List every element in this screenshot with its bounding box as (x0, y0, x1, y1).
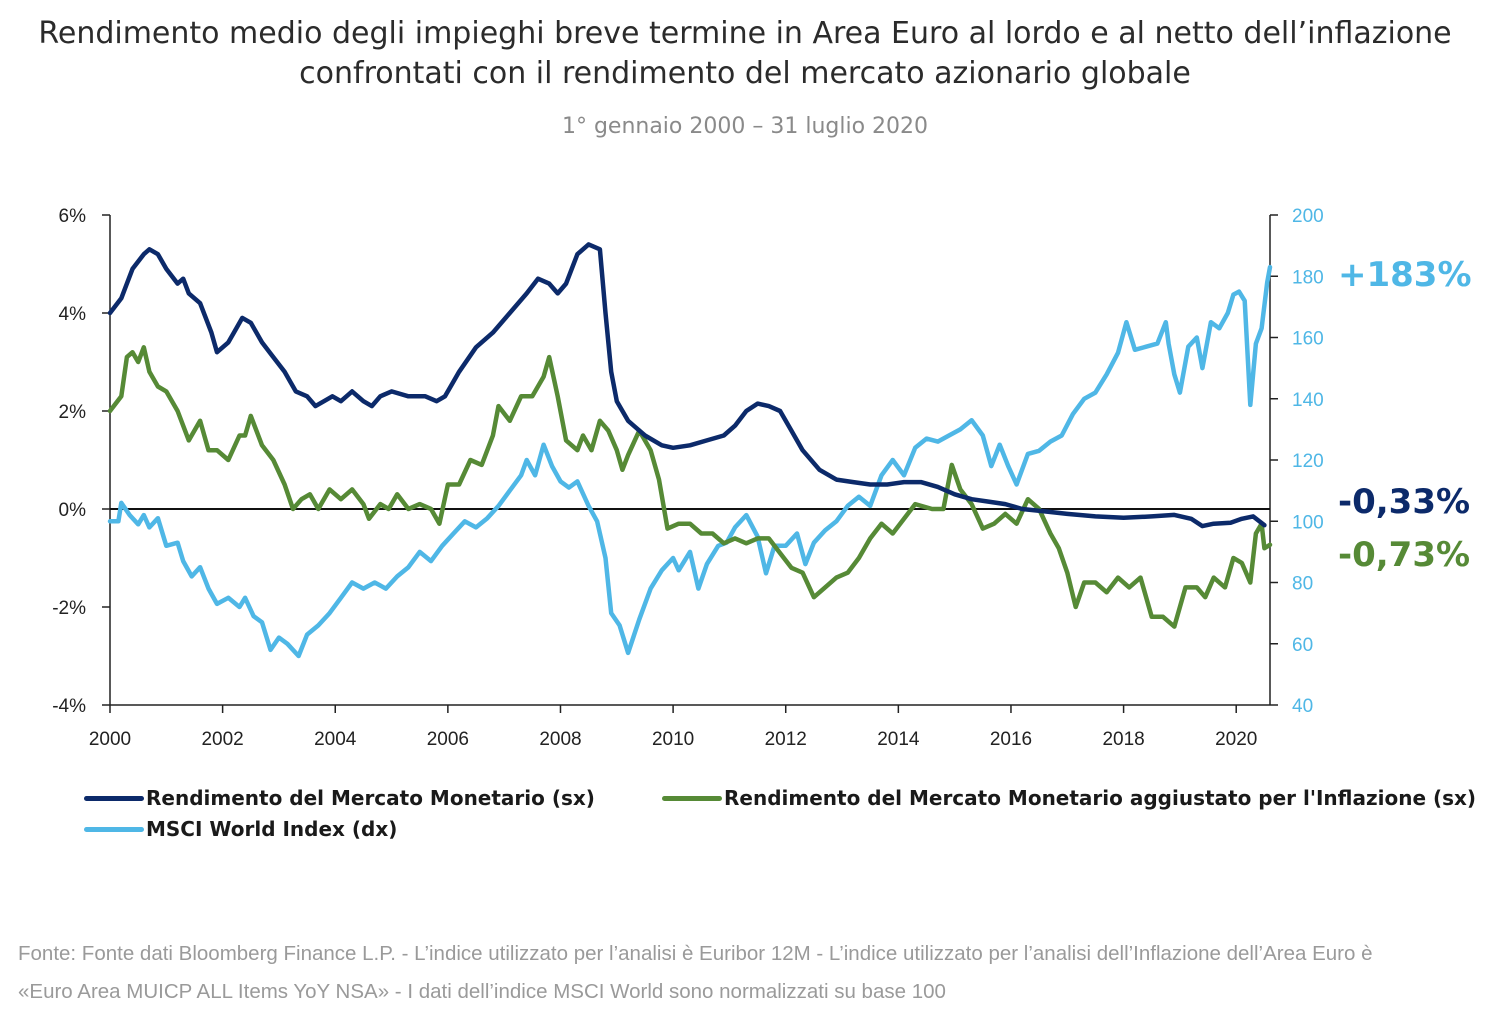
y-left-tick-label: 6% (59, 206, 87, 227)
x-tick-label: 2002 (201, 729, 243, 750)
y-right-tick-label: 200 (1292, 206, 1324, 227)
end-label-money-market-inflation: -0,73% (1338, 535, 1470, 575)
y-right-tick-label: 160 (1292, 329, 1324, 350)
legend-label-msci-world: MSCI World Index (dx) (146, 817, 398, 841)
y-left-tick-label: 4% (59, 304, 87, 325)
chart-title-line-1: Rendimento medio degli impieghi breve te… (38, 16, 1452, 51)
series-line-money-market (107, 242, 1267, 529)
x-tick-label: 2014 (877, 729, 920, 750)
y-left-tick-label: -2% (52, 598, 86, 619)
x-tick-label: 2000 (89, 729, 131, 750)
source-note-line-1: Fonte: Fonte dati Bloomberg Finance L.P.… (18, 942, 1373, 965)
legend-label-money-market-inflation: Rendimento del Mercato Monetario aggiust… (724, 786, 1477, 810)
y-left-tick-label: -4% (52, 696, 86, 717)
x-tick-label: 2018 (1102, 729, 1144, 750)
y-right-tick-label: 140 (1292, 390, 1324, 411)
x-tick-label: 2012 (765, 729, 807, 750)
legend-swatch-money-market (84, 795, 144, 801)
x-tick-label: 2016 (990, 729, 1032, 750)
y-right-tick-label: 120 (1292, 451, 1324, 472)
chart-subtitle: 1° gennaio 2000 – 31 luglio 2020 (561, 114, 929, 139)
x-tick-label: 2020 (1215, 729, 1257, 750)
y-right-tick-label: 60 (1292, 635, 1313, 656)
x-tick-label: 2004 (314, 729, 357, 750)
series-line-money-market-inflation (107, 345, 1273, 629)
series-line-msci-world (107, 264, 1273, 659)
chart-title: Rendimento medio degli impieghi breve te… (0, 14, 1490, 94)
legend-swatch-money-market-inflation (662, 795, 722, 801)
legend-item-money-market-inflation: Rendimento del Mercato Monetario aggiust… (662, 786, 1476, 810)
line-chart: 6% 4% 2% 0% -2% -4% 200 180 160 140 120 100 80 60 40 20… (52, 206, 1472, 750)
legend-item-msci-world: MSCI World Index (dx) (84, 817, 397, 841)
x-tick-label: 2008 (539, 729, 581, 750)
x-tick-label: 2010 (652, 729, 694, 750)
legend-swatch-msci-world (84, 826, 144, 832)
chart-title-line-2: confrontati con il rendimento del mercat… (299, 56, 1191, 91)
y-left-tick-label: 2% (59, 402, 87, 423)
source-note: Fonte: Fonte dati Bloomberg Finance L.P.… (18, 935, 1488, 1011)
y-right-tick-label: 100 (1292, 512, 1324, 533)
y-right-tick-label: 80 (1292, 574, 1313, 595)
end-label-money-market: -0,33% (1338, 482, 1470, 522)
y-right-tick-label: 40 (1292, 696, 1313, 717)
legend-item-money-market: Rendimento del Mercato Monetario (sx) (84, 786, 595, 810)
y-right-tick-label: 180 (1292, 267, 1324, 288)
y-left-tick-label: 0% (59, 500, 87, 521)
legend-label-money-market: Rendimento del Mercato Monetario (sx) (146, 786, 595, 810)
x-tick-label: 2006 (427, 729, 469, 750)
source-note-line-2: «Euro Area MUICP ALL Items YoY NSA» - I … (18, 980, 946, 1003)
end-label-msci-world: +183% (1338, 255, 1472, 295)
